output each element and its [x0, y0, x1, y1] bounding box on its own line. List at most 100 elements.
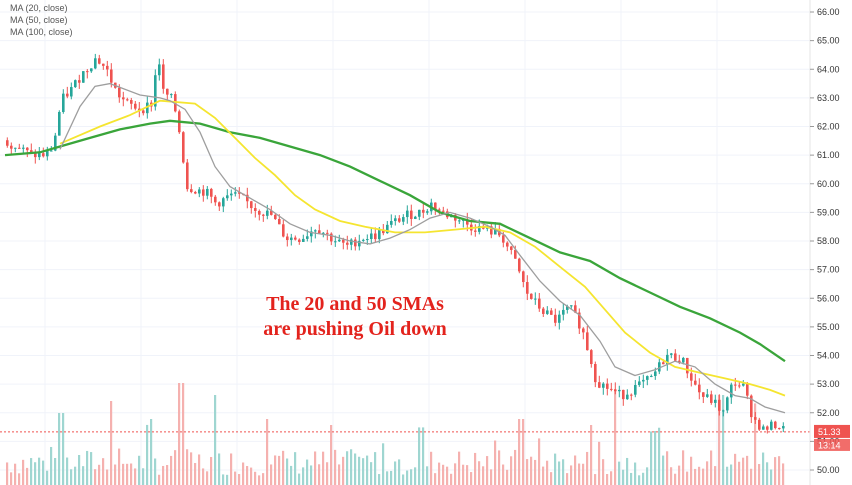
axis-tick-label: 65.00 [817, 36, 840, 46]
volume-bar [622, 469, 625, 485]
volume-bar [330, 425, 333, 485]
axis-tick-label: 55.00 [817, 322, 840, 332]
axis-tick-label: 58.00 [817, 236, 840, 246]
volume-bar [202, 468, 205, 485]
volume-bar [626, 457, 629, 485]
volume-bar [326, 462, 329, 485]
volume-bar [442, 464, 445, 485]
volume-bar [402, 474, 405, 485]
candle-body [610, 388, 613, 390]
candle-body [330, 233, 333, 242]
volume-bar [642, 472, 645, 485]
candle-body [770, 421, 773, 430]
candle-body [414, 216, 417, 219]
candle-body [162, 64, 165, 89]
legend-sma100[interactable]: MA (100, close) [10, 27, 73, 37]
volume-bar [42, 460, 45, 485]
candle-body [782, 426, 785, 429]
volume-bar [214, 395, 217, 485]
candle-body [198, 189, 201, 194]
candle-body [598, 382, 601, 388]
volume-bar [474, 452, 477, 485]
candle-body [342, 239, 345, 243]
volume-bar [302, 467, 305, 485]
volume-bar [234, 471, 237, 485]
volume-bar [382, 443, 385, 485]
candle-body [650, 375, 653, 377]
countdown-tag [814, 438, 850, 451]
candle-body [14, 147, 17, 149]
candle-body [586, 332, 589, 351]
volume-bar [102, 458, 105, 485]
candle-body [626, 394, 629, 400]
volume-bar [674, 473, 677, 485]
candle-body [382, 229, 385, 234]
candle-body [510, 246, 513, 250]
candle-body [238, 192, 241, 194]
legend-sma50[interactable]: MA (50, close) [10, 15, 68, 25]
candle-body [158, 64, 161, 76]
volume-bar [298, 473, 301, 485]
volume-bar [506, 469, 509, 485]
volume-bar [194, 463, 197, 485]
candle-body [550, 310, 553, 315]
volume-bars [6, 383, 785, 485]
axis-tick-label: 66.00 [817, 7, 840, 17]
candle-body [34, 152, 37, 158]
candle-body [606, 383, 609, 389]
volume-bar [306, 459, 309, 485]
candle-body [226, 195, 229, 199]
candle-body [230, 193, 233, 196]
candle-body [190, 189, 193, 193]
price-axis[interactable]: 66.00 65.00 64.00 63.00 62.00 61.00 60.00 59.00… [810, 7, 840, 475]
current-price-tag [814, 424, 850, 438]
candle-body [426, 211, 429, 213]
candle-body [774, 421, 777, 429]
candle-body [274, 214, 277, 220]
volume-bar [562, 459, 565, 485]
sma-20-line [59, 82, 786, 414]
candle-body [338, 239, 341, 242]
volume-bar [586, 451, 589, 485]
candle-body [318, 230, 321, 234]
candle-body [250, 201, 253, 209]
volume-bar [390, 470, 393, 485]
volume-bar [150, 419, 153, 485]
candle-body [730, 384, 733, 398]
volume-bar [30, 458, 33, 485]
candle-body [278, 219, 281, 225]
candle-body [102, 63, 105, 66]
candle-body [578, 312, 581, 329]
candle-body [154, 75, 157, 107]
volume-bar [146, 424, 149, 485]
legend-sma20[interactable]: MA (20, close) [10, 3, 68, 13]
volume-bar [406, 470, 409, 485]
volume-bar [750, 468, 753, 485]
candle-body [614, 389, 617, 392]
candle-body [654, 371, 657, 376]
candle-body [602, 383, 605, 388]
candle-body [706, 394, 709, 397]
candle-body [742, 383, 745, 386]
candle-body [622, 389, 625, 400]
candle-body [746, 383, 749, 396]
candle-body [74, 80, 77, 88]
volume-bar [678, 465, 681, 485]
annotation-line-1: The 20 and 50 SMAs [266, 293, 444, 315]
candle-body [678, 360, 681, 363]
volume-bar [414, 467, 417, 485]
volume-bar [706, 461, 709, 485]
candle-body [478, 225, 481, 232]
volume-bar [590, 425, 593, 485]
volume-bar [354, 453, 357, 485]
volume-bar [530, 456, 533, 485]
candle-body [262, 214, 265, 216]
volume-bar [242, 462, 245, 485]
candle-body [186, 162, 189, 190]
candle-body [458, 220, 461, 222]
volume-bar [534, 459, 537, 485]
candle-body [258, 210, 261, 215]
chart-grid [0, 0, 810, 485]
volume-bar [118, 448, 121, 485]
